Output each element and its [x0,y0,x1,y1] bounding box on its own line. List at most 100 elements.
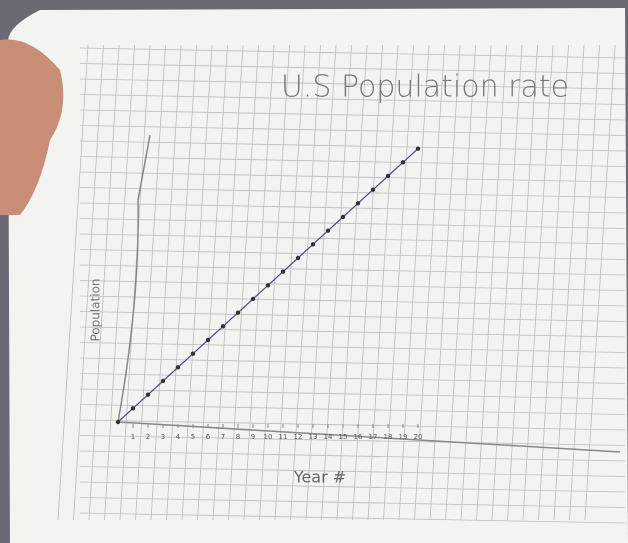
x-tick-label: 9 [251,433,255,441]
data-point [340,214,346,220]
x-axis [117,421,621,453]
paper-line [79,326,626,338]
paper-line [79,512,626,524]
paper-line [553,44,585,521]
x-tick-label: 4 [176,433,181,441]
paper-line [79,125,626,136]
paper-line [79,419,626,431]
paper-line [79,63,626,74]
data-point [175,365,181,370]
paper-line [460,44,492,521]
x-tick-label: 20 [414,433,423,441]
paper-line [88,44,120,521]
paper-line [243,44,275,521]
x-tick-label: 7 [221,433,225,441]
paper-line [79,47,626,59]
paper-line [228,44,259,521]
paper-line [135,44,166,521]
paper-line [104,44,135,521]
paper-line [79,388,626,400]
paper-line [79,435,626,446]
data-point [370,187,376,192]
data-point [130,406,136,411]
paper-line [259,44,290,521]
paper-line [79,404,626,415]
x-tick-label: 14 [324,433,333,441]
y-axis-label: Population [89,278,103,341]
x-tick-label: 6 [206,433,211,441]
paper-line [321,44,352,521]
y-axis [117,134,151,423]
paper-line [150,44,182,521]
x-tick-label: 5 [191,433,195,441]
paper-line [445,44,476,521]
paper-line [79,171,626,183]
x-tick-label: 13 [309,433,318,441]
paper-line [79,109,626,121]
paper-grid [57,44,626,524]
x-tick-label: 16 [354,433,363,441]
data-point [250,296,256,302]
paper-line [538,44,569,521]
x-tick-label: 12 [294,433,303,441]
data-point [280,269,286,274]
x-tick-label: 10 [264,433,273,441]
data-point [145,392,151,397]
paper-line [569,44,600,521]
paper-line [79,156,626,167]
paper-line [79,450,626,462]
paper-line [57,44,89,521]
paper-line [212,44,244,521]
x-axis-label: Year # [293,468,346,487]
x-tick-label: 2 [146,433,150,441]
paper-line [522,44,554,521]
x-tick-label: 18 [384,433,393,441]
paper [8,8,628,543]
paper-line [73,44,104,521]
paper-line [197,44,228,521]
paper-line [79,140,626,152]
data-point [355,201,361,206]
paper-line [79,497,626,508]
paper-line [414,44,445,521]
paper-line [79,481,626,493]
paper-line [79,373,626,384]
data-point [310,242,316,247]
x-tick-label: 15 [339,433,348,441]
paper-line [79,218,626,229]
data-point [220,324,226,329]
paper-line [507,44,538,521]
data-point [325,228,331,233]
paper-line [274,44,306,521]
data-point [415,146,421,151]
paper-line [79,357,626,369]
paper-line [79,78,626,90]
paper-line [79,466,626,477]
data-point [235,310,241,315]
data-point [115,419,121,425]
paper-line [79,295,626,307]
paper-line [336,44,368,521]
x-tick-label: 1 [131,433,135,441]
paper-line [79,311,626,322]
paper-line [584,44,616,521]
paper-line [79,264,626,276]
x-tick-label: 8 [236,433,240,441]
x-tick-label: 17 [369,433,378,441]
x-tick-label: 3 [161,433,165,441]
chart-title: U.S Population rate [281,70,569,105]
paper-line [79,187,626,198]
x-tick-label: 19 [399,433,408,441]
x-tick-label: 11 [279,433,288,441]
paper-line [79,94,626,105]
paper-line [290,44,321,521]
data-point [385,173,391,179]
paper-line [79,280,626,291]
paper-line [476,44,507,521]
data-point [400,160,406,165]
paper-line [79,233,626,245]
data-point [295,255,301,261]
data-point [160,378,166,384]
